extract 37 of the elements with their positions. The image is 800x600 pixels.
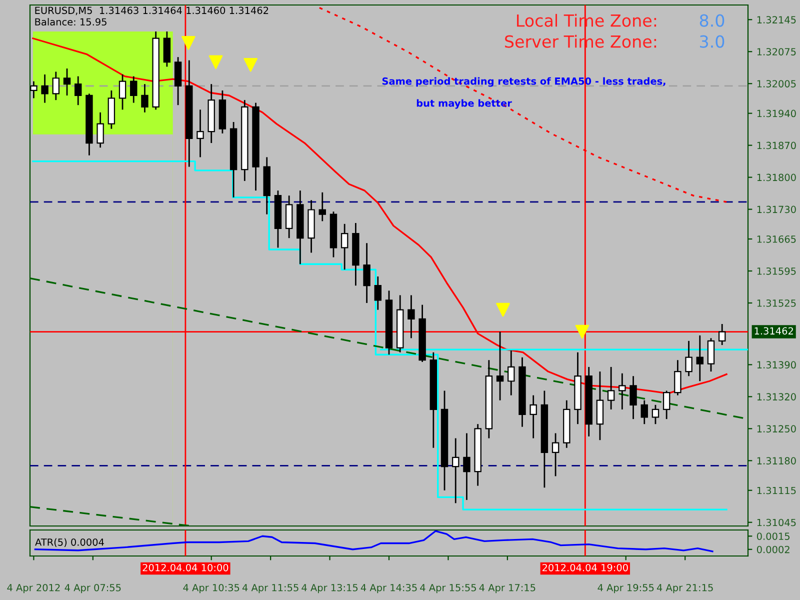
y-tick-label: 0.0015 [756,532,790,540]
x-tick-label: 4 Apr 21:15 [656,584,713,594]
y-tick-label: 1.31665 [757,235,796,243]
x-tick-label: 4 Apr 17:15 [479,584,536,594]
y-tick-label: 1.32075 [757,48,796,56]
y-tick-label: 1.32005 [757,80,796,88]
y-tick-label: 1.31045 [757,518,796,526]
y-tick-label: 1.31320 [757,393,796,400]
y-tick-label: 1.31525 [757,299,796,307]
annotation: but maybe better [416,99,512,109]
x-tick-label: 4 Apr 19:55 [598,584,654,594]
x-tick-label: 4 Apr 14:35 [360,584,417,594]
text: Balance: 15.95 [35,18,106,26]
y-tick-label: 1.31870 [757,142,796,150]
x-tick-label: 4 Apr 07:55 [64,584,121,594]
y-tick-label: 1.31595 [757,267,796,275]
chart-title: EURUSD,M5 1.31463 1.31464 1.31460 1.31462 [35,6,268,16]
y-tick-label: 1.31800 [757,174,796,182]
y-tick-label: 0.0002 [756,546,790,554]
x-tick-label: 4 Apr 11:55 [242,584,298,594]
x-tick-label: 4 Apr 2012 [7,584,60,594]
y-tick-label: 1.31730 [757,206,796,214]
x-tick-label: 4 Apr 13:15 [302,584,358,594]
y-tick-label: 1.31180 [757,457,796,464]
ref-line-label: 2012.04.04 10:00 [142,564,228,572]
annotation: 3.0 [700,35,724,48]
annotation: ATR(5) 0.0004 [35,538,104,547]
x-tick-label: 4 Apr 10:35 [183,584,240,594]
y-tick-label: 1.31250 [757,425,796,432]
x-tick-label: 4 Apr 15:55 [420,584,476,594]
annotation: 8.0 [700,14,724,27]
y-tick-label: 1.32145 [757,16,796,24]
ref-line-label: 1.31462 [754,327,793,335]
y-tick-label: 1.31390 [757,361,796,369]
ref-line-label: 2012.04.04 19:00 [542,564,628,572]
y-tick-label: 1.31115 [757,486,796,494]
y-tick-label: 1.31940 [757,110,796,118]
